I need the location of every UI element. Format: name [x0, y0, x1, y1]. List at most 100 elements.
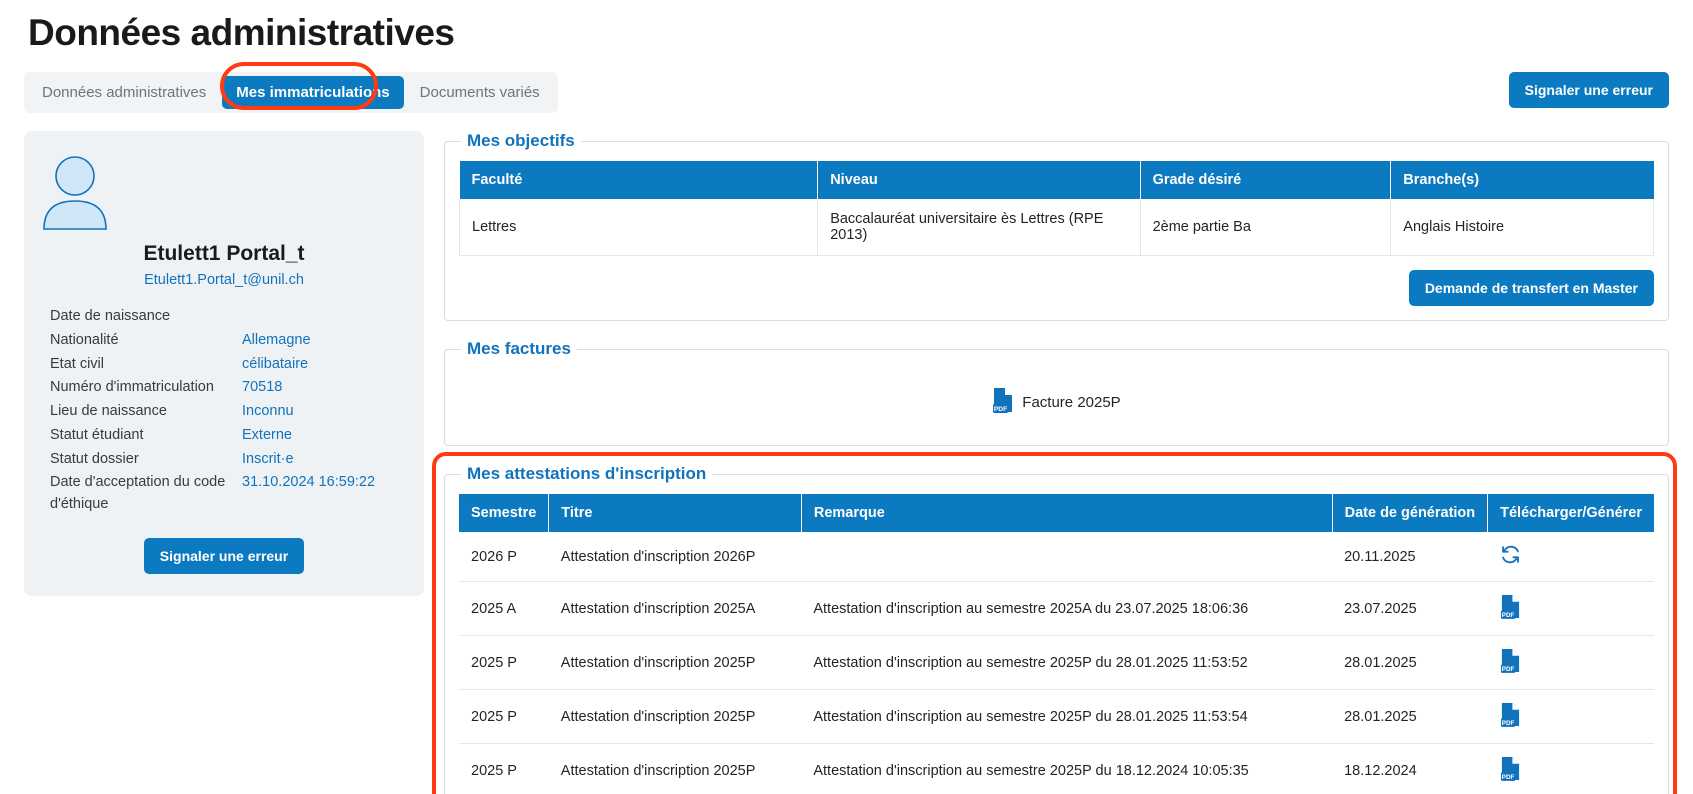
table-row: 2026 P Attestation d'inscription 2026P 2… [459, 532, 1654, 582]
attestation-titre: Attestation d'inscription 2025P [548, 635, 802, 690]
pdf-icon[interactable]: PDF [1500, 757, 1521, 785]
profile-email-link[interactable]: Etulett1.Portal_t@unil.ch [144, 272, 304, 288]
profile-details: Date de naissance Nationalité Allemagne … [38, 306, 410, 516]
attestation-semestre: 2025 A [459, 581, 549, 636]
refresh-icon[interactable] [1500, 545, 1521, 569]
svg-text:PDF: PDF [1501, 666, 1514, 673]
attestation-date: 23.07.2025 [1332, 581, 1488, 636]
attestations-highlight-wrapper: Mes attestations d'inscription Semestre … [432, 452, 1677, 794]
attestations-header-row: Semestre Titre Remarque Date de générati… [459, 494, 1654, 532]
factures-list: PDF Facture 2025P [459, 369, 1654, 431]
attestation-action-cell[interactable]: PDF [1487, 689, 1654, 744]
attestation-semestre: 2025 P [459, 743, 549, 794]
objectifs-col-niveau: Niveau [817, 161, 1141, 199]
attestation-action-cell[interactable]: PDF [1487, 581, 1654, 636]
table-row: 2025 P Attestation d'inscription 2025P A… [459, 635, 1654, 690]
right-column: Mes objectifs Faculté Niveau Grade désir… [432, 131, 1677, 794]
attestation-remarque: Attestation d'inscription au semestre 20… [801, 689, 1333, 744]
profile-actions: Signaler une erreur [38, 537, 410, 574]
tab-documents-varies[interactable]: Documents variés [419, 84, 540, 101]
attestation-date: 18.12.2024 [1332, 743, 1488, 794]
profile-label-ethics-acceptance-date: Date d'acceptation du code d'éthique [50, 474, 226, 512]
report-error-button-top[interactable]: Signaler une erreur [1508, 72, 1669, 108]
objectifs-header-row: Faculté Niveau Grade désiré Branche(s) [459, 161, 1654, 199]
attestation-date: 28.01.2025 [1332, 689, 1488, 744]
profile-value-birthdate [242, 306, 410, 328]
pdf-icon[interactable]: PDF [1500, 649, 1521, 677]
profile-label-nationality: Nationalité [50, 331, 119, 348]
profile-label-matriculation-number: Numéro d'immatriculation [50, 379, 214, 396]
objectifs-cell-niveau: Baccalauréat universitaire ès Lettres (R… [817, 199, 1141, 256]
attestations-col-telecharger-generer[interactable]: Télécharger/Générer [1487, 494, 1654, 532]
table-row: 2025 A Attestation d'inscription 2025A A… [459, 581, 1654, 636]
attestations-col-titre[interactable]: Titre [548, 494, 802, 532]
panel-mes-objectifs: Mes objectifs Faculté Niveau Grade désir… [444, 131, 1669, 321]
profile-label-student-status: Statut étudiant [50, 426, 144, 443]
table-row: 2025 P Attestation d'inscription 2025P A… [459, 743, 1654, 794]
attestations-col-remarque[interactable]: Remarque [801, 494, 1333, 532]
profile-value-student-status: Externe [242, 426, 292, 443]
panel-legend-mes-attestations: Mes attestations d'inscription [467, 464, 707, 483]
attestation-remarque [801, 532, 1333, 582]
attestation-titre: Attestation d'inscription 2025P [548, 689, 802, 744]
attestation-titre: Attestation d'inscription 2025P [548, 743, 802, 794]
user-avatar-icon [38, 155, 410, 236]
objectifs-col-branches: Branche(s) [1390, 161, 1654, 199]
attestations-table: Semestre Titre Remarque Date de générati… [459, 494, 1654, 794]
attestation-action-cell[interactable] [1487, 532, 1654, 582]
panel-legend-mes-objectifs: Mes objectifs [467, 131, 575, 150]
attestations-col-semestre[interactable]: Semestre [459, 494, 550, 532]
profile-label-marital-status: Etat civil [50, 355, 104, 372]
page-title: Données administratives [28, 12, 455, 53]
attestation-titre: Attestation d'inscription 2025A [548, 581, 802, 636]
profile-value-matriculation-number: 70518 [242, 379, 283, 396]
page-root: Données administratives Données administ… [0, 12, 1693, 794]
attestation-action-cell[interactable]: PDF [1487, 743, 1654, 794]
transfer-to-master-button[interactable]: Demande de transfert en Master [1408, 270, 1654, 306]
content-area: Etulett1 Portal_t Etulett1.Portal_t@unil… [24, 131, 1677, 794]
panel-mes-factures: Mes factures PDF Facture 2025P [444, 339, 1669, 446]
objectifs-cell-grade: 2ème partie Ba [1139, 199, 1391, 256]
pdf-icon[interactable]: PDF [1500, 595, 1521, 623]
attestation-remarque: Attestation d'inscription au semestre 20… [801, 743, 1333, 794]
pdf-icon[interactable]: PDF [1500, 703, 1521, 731]
svg-text:PDF: PDF [1501, 720, 1514, 727]
profile-name: Etulett1 Portal_t [143, 242, 305, 265]
objectifs-col-faculte: Faculté [459, 161, 819, 199]
tab-donnees-administratives[interactable]: Données administratives [42, 84, 207, 101]
panel-legend-mes-factures: Mes factures [467, 339, 571, 358]
objectifs-table: Faculté Niveau Grade désiré Branche(s) L… [458, 161, 1654, 256]
objectifs-cell-faculte: Lettres [458, 199, 818, 256]
table-row: 2025 P Attestation d'inscription 2025P A… [459, 689, 1654, 744]
attestation-semestre: 2026 P [459, 532, 549, 582]
facture-download-link[interactable]: PDF Facture 2025P [992, 387, 1121, 417]
attestation-semestre: 2025 P [459, 635, 549, 690]
table-row: Lettres Baccalauréat universitaire ès Le… [458, 199, 1654, 256]
attestations-col-date-generation[interactable]: Date de génération [1332, 494, 1489, 532]
profile-label-birthplace: Lieu de naissance [50, 403, 167, 419]
report-error-button-profile[interactable]: Signaler une erreur [143, 537, 305, 574]
objectifs-table-head: Faculté Niveau Grade désiré Branche(s) [459, 161, 1654, 199]
profile-label-birthdate: Date de naissance [50, 308, 171, 324]
objectifs-actions: Demande de transfert en Master [459, 270, 1654, 306]
attestations-table-body: 2026 P Attestation d'inscription 2026P 2… [459, 532, 1654, 794]
profile-value-ethics-acceptance-date: 31.10.2024 16:59:22 [242, 474, 376, 491]
attestations-table-head: Semestre Titre Remarque Date de générati… [459, 494, 1654, 532]
attestation-remarque: Attestation d'inscription au semestre 20… [801, 581, 1333, 636]
tab-bar: Données administratives Mes immatriculat… [24, 62, 1669, 113]
objectifs-table-body: Lettres Baccalauréat universitaire ès Le… [458, 199, 1654, 256]
tab-group: Données administratives Mes immatriculat… [24, 72, 558, 113]
attestation-action-cell[interactable]: PDF [1487, 635, 1654, 690]
svg-text:PDF: PDF [1501, 612, 1514, 619]
profile-value-file-status: Inscrit·e [242, 450, 294, 467]
objectifs-col-grade: Grade désiré [1140, 161, 1392, 199]
facture-label: Facture 2025P [1022, 393, 1121, 411]
profile-label-file-status: Statut dossier [50, 450, 139, 467]
tab-mes-immatriculations[interactable]: Mes immatriculations [222, 76, 404, 109]
profile-card: Etulett1 Portal_t Etulett1.Portal_t@unil… [24, 131, 424, 596]
attestation-date: 28.01.2025 [1332, 635, 1488, 690]
profile-value-nationality: Allemagne [242, 331, 311, 348]
attestation-date: 20.11.2025 [1332, 532, 1488, 582]
svg-text:PDF: PDF [1501, 774, 1514, 781]
panel-mes-attestations: Mes attestations d'inscription Semestre … [444, 464, 1669, 794]
